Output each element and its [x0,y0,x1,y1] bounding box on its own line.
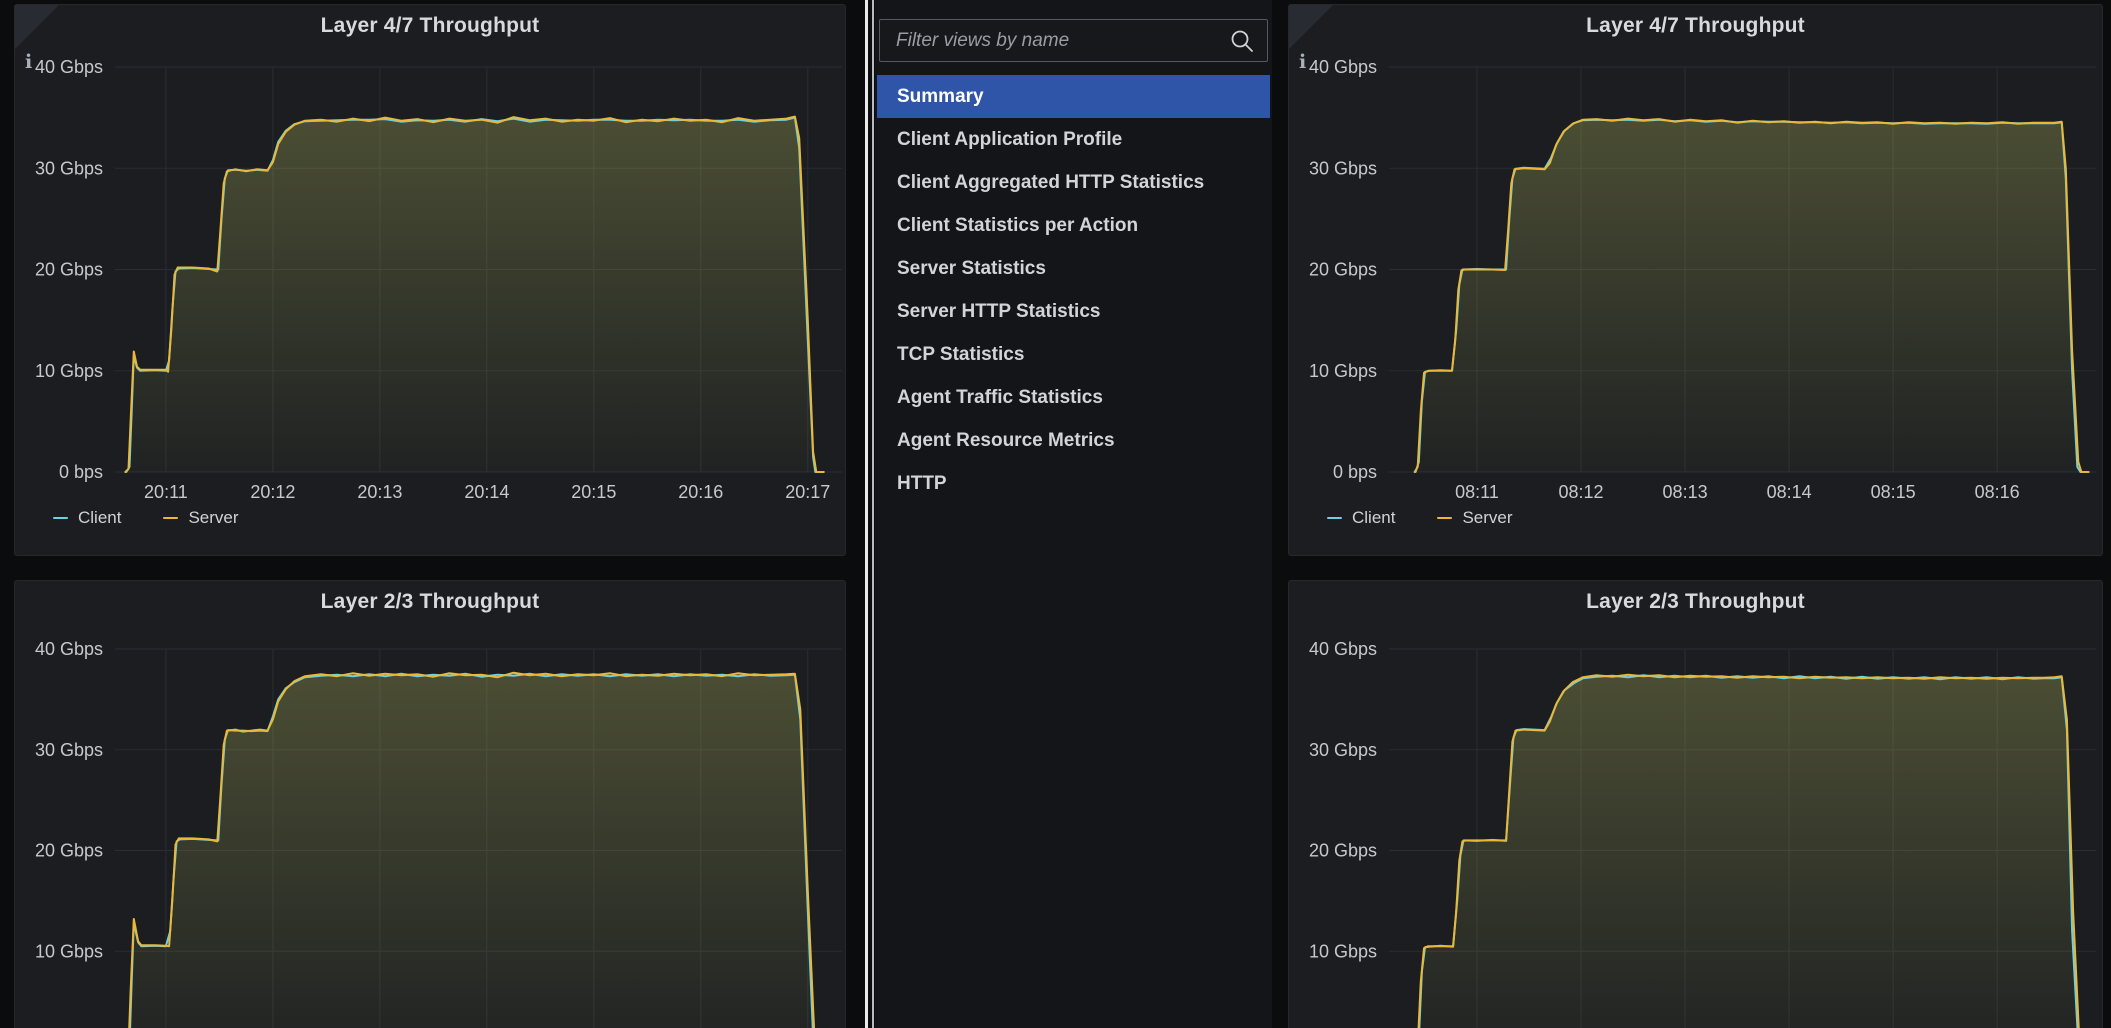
menu-item-tcp-statistics[interactable]: TCP Statistics [897,344,1025,365]
y-tick-label: 40 Gbps [1309,57,1377,77]
panel-title[interactable]: Layer 4/7 Throughput [1586,14,1805,37]
layer47-throughput-chart-left[interactable]: 0 bps 10 Gbps 20 Gbps 30 Gbps 40 Gbps 20:11 20… [15,5,847,557]
window-splitter[interactable] [865,0,868,1028]
y-tick-label: 20 Gbps [35,841,103,861]
y-tick-label: 0 bps [1333,462,1377,482]
legend-item-server[interactable]: Server [163,508,239,528]
y-tick-label: 10 Gbps [1309,941,1377,961]
chart-legend: Client Server [1327,508,1513,528]
info-icon: i [25,51,33,73]
menu-item-summary[interactable]: Summary [877,75,1270,118]
menu-item-client-application-profile[interactable]: Client Application Profile [897,129,1123,150]
x-tick-label: 20:16 [678,482,723,502]
panel-layer47-throughput-right: i Layer 4/7 Throughput 0 bps 10 Gbps 20 Gb… [1288,4,2103,556]
menu-item-client-aggregated-http-statistics[interactable]: Client Aggregated HTTP Statistics [897,172,1205,193]
panel-layer47-throughput-left: i Layer 4/7 Throughput 0 bps 10 Gbps 20 Gb… [14,4,846,556]
y-tick-label: 30 Gbps [1309,158,1377,178]
legend-item-client[interactable]: Client [53,508,121,528]
y-tick-label: 10 Gbps [35,361,103,381]
menu-item-server-http-statistics[interactable]: Server HTTP Statistics [897,301,1101,322]
series-line-server [1417,673,2080,1028]
filter-views-input[interactable] [880,20,1267,61]
x-tick-label: 20:12 [250,482,295,502]
area-fill [125,116,824,472]
x-tick-label: 08:11 [1455,482,1499,502]
menu-item-http[interactable]: HTTP [897,473,947,494]
area-fill [129,672,815,1028]
x-tick-label: 08:15 [1871,482,1916,502]
x-tick-label: 20:14 [464,482,509,502]
series-line-server [128,671,816,1028]
legend-label: Client [1352,508,1396,527]
views-menu-list: Summary Client Application Profile Client … [877,75,1270,505]
legend-dash-client [53,517,68,519]
panel-info-corner[interactable]: i [1289,5,1333,73]
panel-title[interactable]: Layer 2/3 Throughput [320,590,540,613]
legend-dash-server [1437,517,1453,519]
menu-item-agent-resource-metrics[interactable]: Agent Resource Metrics [897,430,1115,451]
legend-label: Server [1462,508,1513,527]
y-tick-label: 40 Gbps [35,639,103,659]
panel-info-corner[interactable]: i [15,5,59,73]
y-tick-label: 20 Gbps [1309,841,1377,861]
legend-dash-client [1327,517,1342,519]
chart-legend: Client Server [53,508,239,528]
series-line-server [1413,117,2090,473]
legend-label: Client [78,508,122,527]
series-line-server [124,115,825,473]
filter-views-box [879,19,1268,62]
y-tick-label: 20 Gbps [1309,260,1377,280]
y-tick-label: 30 Gbps [35,158,103,178]
y-tick-label: 30 Gbps [35,740,103,760]
menu-item-client-statistics-per-action[interactable]: Client Statistics per Action [897,215,1139,236]
x-tick-label: 20:15 [571,482,616,502]
y-tick-label: 40 Gbps [35,57,103,77]
x-tick-label: 08:16 [1975,482,2020,502]
y-tick-label: 10 Gbps [1309,361,1377,381]
x-tick-label: 08:12 [1559,482,1604,502]
info-icon: i [1299,51,1307,73]
x-tick-label: 20:11 [144,482,188,502]
x-tick-label: 08:14 [1767,482,1812,502]
y-tick-label: 10 Gbps [35,941,103,961]
y-tick-label: 40 Gbps [1309,639,1377,659]
legend-item-server[interactable]: Server [1437,508,1513,528]
views-menu-panel: Summary Client Application Profile Client … [875,0,1272,1028]
x-tick-label: 20:13 [357,482,402,502]
layer47-throughput-chart-right[interactable]: 0 bps 10 Gbps 20 Gbps 30 Gbps 40 Gbps 08:11 08… [1289,5,2104,557]
panel-title[interactable]: Layer 2/3 Throughput [1586,590,1805,613]
area-fill [1418,674,2079,1028]
y-tick-label: 30 Gbps [1309,740,1377,760]
window-splitter-edge[interactable] [872,0,874,1028]
legend-item-client[interactable]: Client [1327,508,1395,528]
area-fill [1414,118,2089,472]
y-tick-label: 0 bps [59,462,103,482]
panel-title[interactable]: Layer 4/7 Throughput [320,14,540,37]
menu-item-agent-traffic-statistics[interactable]: Agent Traffic Statistics [897,387,1103,408]
menu-item-server-statistics[interactable]: Server Statistics [897,258,1046,279]
legend-dash-server [163,517,179,519]
legend-label: Server [188,508,239,527]
search-icon [1231,30,1253,52]
x-tick-label: 20:17 [785,482,830,502]
y-tick-label: 20 Gbps [35,260,103,280]
x-tick-label: 08:13 [1663,482,1708,502]
